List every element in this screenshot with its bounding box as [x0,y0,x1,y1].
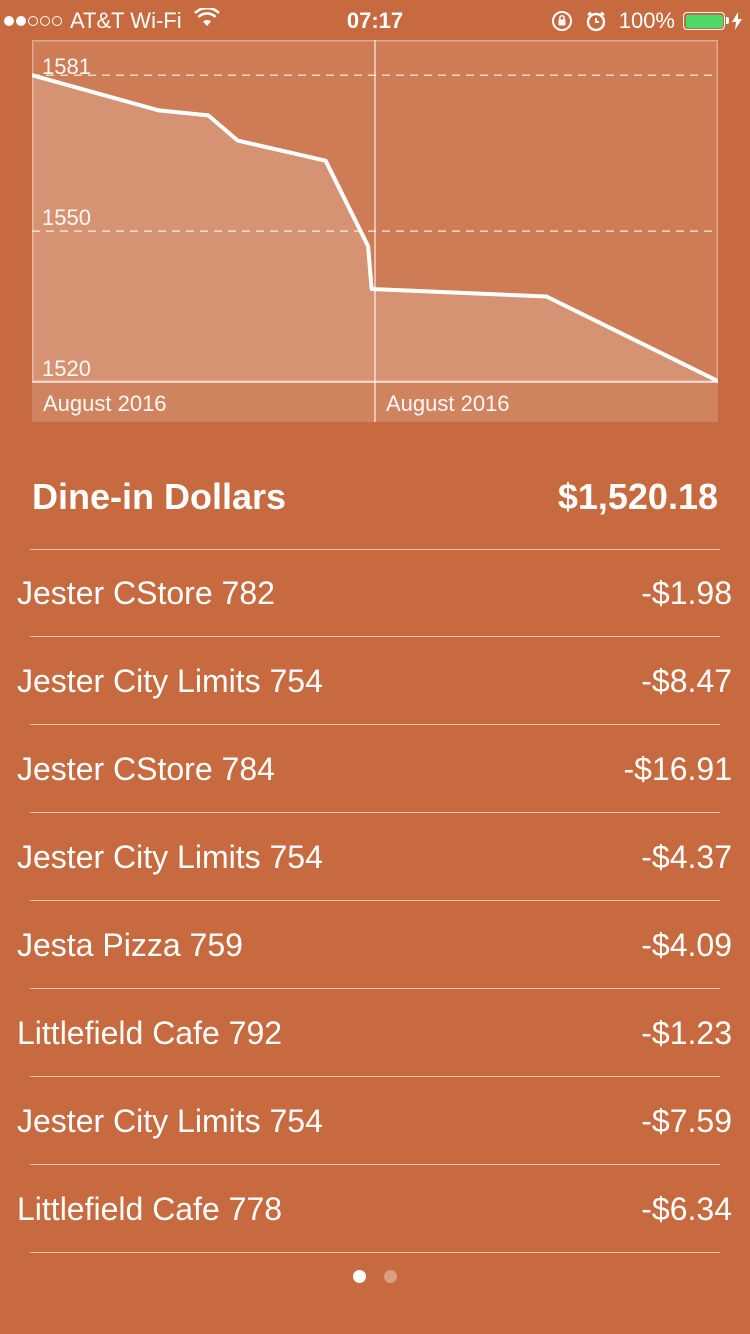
transaction-name: Jester City Limits 754 [17,839,323,875]
transaction-row[interactable]: Jester CStore 784 -$16.91 [0,725,750,813]
orientation-lock-icon [551,10,573,32]
carrier-label: AT&T Wi-Fi [70,8,182,33]
status-left: AT&T Wi-Fi [0,6,220,34]
transaction-name: Jester City Limits 754 [17,1103,323,1139]
transaction-name: Jesta Pizza 759 [17,927,243,963]
transaction-amount: -$6.34 [641,1191,732,1227]
transaction-amount: -$1.98 [641,575,732,611]
row-divider [30,636,720,637]
status-right: 100% [551,8,742,34]
status-time: 07:17 [346,8,404,33]
transaction-row[interactable]: Jester CStore 782 -$1.98 [0,549,750,637]
signal-dot [16,16,26,26]
signal-dot [28,16,38,26]
transaction-row[interactable]: Littlefield Cafe 792 -$1.23 [0,989,750,1077]
x-tick-left: August 2016 [43,391,167,416]
account-title: Dine-in Dollars [32,476,287,517]
y-tick-1550: 1550 [42,205,91,230]
y-tick-1581: 1581 [42,54,91,79]
page-dot[interactable] [353,1270,366,1283]
transaction-amount: -$4.09 [641,927,732,963]
series-area [32,75,718,382]
transaction-row[interactable]: Jester City Limits 754 -$4.37 [0,813,750,901]
x-tick-right: August 2016 [386,391,510,416]
transaction-amount: -$8.47 [641,663,732,699]
account-balance: $1,520.18 [557,476,718,517]
transaction-amount: -$4.37 [641,839,732,875]
series-line [32,73,718,384]
transaction-list: Jester CStore 782 -$1.98 Jester City Limit… [0,549,750,1253]
transaction-name: Jester CStore 784 [17,751,275,787]
balance-chart-svg [32,40,718,422]
transaction-row[interactable]: Jester City Limits 754 -$8.47 [0,637,750,725]
balance-chart: 1581 1550 1520 August 2016 August 2016 [32,40,718,422]
signal-dot [52,16,62,26]
transaction-name: Jester City Limits 754 [17,663,323,699]
row-divider [30,812,720,813]
transaction-amount: -$16.91 [623,751,732,787]
page-indicator[interactable] [0,1270,750,1283]
transaction-name: Jester CStore 782 [17,575,275,611]
status-bar: AT&T Wi-Fi 07:17 100% [0,0,750,40]
transaction-row[interactable]: Littlefield Cafe 778 -$6.34 [0,1165,750,1253]
row-divider [30,1076,720,1077]
transaction-name: Littlefield Cafe 792 [17,1015,283,1051]
chart-frame [32,40,718,382]
battery-percent: 100% [618,8,675,33]
page-dot[interactable] [384,1270,397,1283]
transaction-amount: -$1.23 [641,1015,732,1051]
row-divider [30,724,720,725]
transaction-row[interactable]: Jesta Pizza 759 -$4.09 [0,901,750,989]
balance-header: Dine-in Dollars $1,520.18 [32,470,718,526]
balance-divider [30,549,720,550]
transaction-amount: -$7.59 [641,1103,732,1139]
transaction-row[interactable]: Jester City Limits 754 -$7.59 [0,1077,750,1165]
transaction-name: Littlefield Cafe 778 [17,1191,283,1227]
row-divider [30,988,720,989]
charging-bolt-icon [732,12,742,30]
battery-level [685,14,723,28]
battery-icon [683,12,729,30]
wifi-icon [193,6,220,34]
row-divider [30,900,720,901]
row-divider [30,1252,720,1253]
y-tick-1520: 1520 [42,356,91,381]
row-divider [30,1164,720,1165]
signal-dot [40,16,50,26]
signal-strength-icon [2,16,62,26]
alarm-icon [585,10,607,32]
signal-dot [4,16,14,26]
